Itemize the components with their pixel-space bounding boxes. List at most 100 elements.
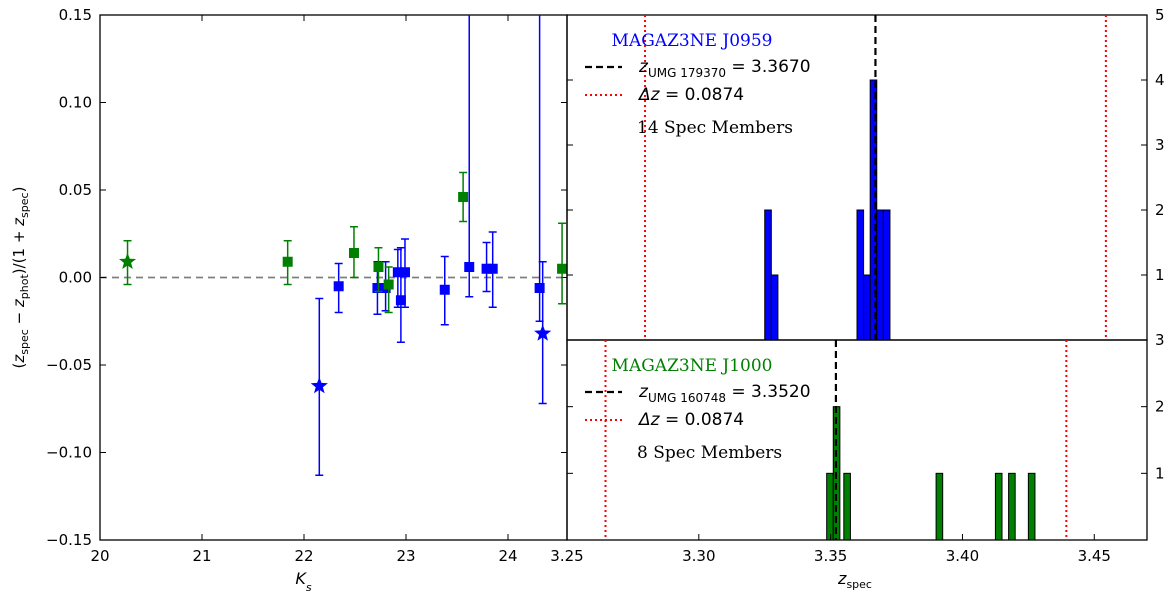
data-point <box>464 15 475 298</box>
data-point <box>333 262 344 314</box>
histogram-bar <box>994 472 1003 540</box>
square-marker <box>439 284 450 295</box>
hist-content <box>604 340 1068 540</box>
data-point <box>592 255 602 308</box>
histogram-bar <box>826 472 834 540</box>
y-axis-label-part: )/(1 + <box>10 226 28 274</box>
y-axis-label-part: phot <box>18 274 31 300</box>
x-tick-label: 22 <box>294 547 313 565</box>
data-point <box>348 226 359 279</box>
histogram-bar <box>863 274 871 340</box>
legend-value: = 0.0874 <box>660 410 745 430</box>
y-tick-label: −0.10 <box>46 444 92 462</box>
x-tick-label: 21 <box>192 547 211 565</box>
x-tick-label: 20 <box>90 547 109 565</box>
y-tick-label: −0.05 <box>46 356 92 374</box>
y-tick-label: 1 <box>1155 266 1165 284</box>
x-tick-label: 23 <box>396 547 415 565</box>
y-axis-label-part: ) <box>10 187 28 193</box>
square-marker <box>481 263 492 274</box>
data-point <box>439 255 450 326</box>
data-point <box>534 261 552 405</box>
histogram-j1000-panel: 1 2 3 MAGAZ3NE J1000 zUMG 160748 = 3.3520 Δz … <box>550 331 1164 591</box>
y-tick-label: 3 <box>1155 331 1165 349</box>
legend-label: Δz = 0.0874 <box>637 85 744 105</box>
data-point <box>383 266 394 314</box>
spec-members-label: 14 Spec Members <box>637 118 793 138</box>
data-point <box>310 297 328 476</box>
data-point <box>458 171 469 223</box>
y-tick-label: 2 <box>1155 398 1165 416</box>
y-tick-label: 0.00 <box>59 269 92 287</box>
legend-value: = 3.3520 <box>726 382 811 402</box>
y-axis-label-part: z <box>10 298 28 308</box>
square-marker <box>557 263 567 274</box>
square-marker <box>373 262 384 272</box>
y-axis-label-part: spec <box>18 329 31 355</box>
legend-symbol: z <box>638 382 649 402</box>
histogram-j0959-panel: 1 2 3 4 5 MAGAZ3NE J0959 zUMG 179370 = 3.3670 Δ… <box>566 6 1165 341</box>
x-tick-label: 3.35 <box>814 547 847 565</box>
panel-title: MAGAZ3NE J0959 <box>612 31 773 51</box>
y-axis-label-part: spec <box>18 192 31 218</box>
legend-value: = 3.3670 <box>726 57 811 77</box>
data-point <box>119 240 137 286</box>
y-axis-label-part: z <box>10 217 28 227</box>
square-marker <box>392 267 403 278</box>
x-axis-label: zspec <box>837 569 872 591</box>
square-marker <box>592 278 602 288</box>
data-point <box>557 222 567 305</box>
square-marker <box>399 267 410 278</box>
y-tick-label: 0.05 <box>59 181 92 199</box>
legend-symbol: z <box>638 57 649 77</box>
y-tick-label: 0.10 <box>59 94 92 112</box>
histogram-bar <box>935 472 944 540</box>
x-tick-label: 3.45 <box>1078 547 1111 565</box>
y-tick-label: −0.15 <box>46 531 92 549</box>
y-tick-label: 0.15 <box>59 6 92 24</box>
legend-label: zUMG 179370 = 3.3670 <box>638 57 811 80</box>
panel-frame <box>566 339 1148 541</box>
data-point <box>373 247 384 293</box>
square-marker <box>372 283 383 293</box>
square-marker <box>458 192 469 202</box>
histogram-bar <box>843 472 851 540</box>
x-tick-label: 3.40 <box>946 547 979 565</box>
legend-symbol: Δz <box>637 410 661 430</box>
square-marker <box>395 295 406 306</box>
histogram-bar <box>856 209 865 340</box>
y-tick-label: 5 <box>1155 6 1165 24</box>
star-marker <box>119 252 137 269</box>
legend-label: Δz = 0.0874 <box>637 410 744 430</box>
histogram-bar <box>764 209 772 340</box>
y-axis-label: (zspec​ − zphot​)/(1 + zspec​) <box>10 187 31 369</box>
legend-subscript: UMG 179370 <box>648 66 726 80</box>
y-axis-label-part: z <box>10 354 28 364</box>
y-tick-label: 1 <box>1155 464 1165 482</box>
x-tick-label: 24 <box>498 547 517 565</box>
hist-content <box>644 15 1107 340</box>
x-axis-label-subscript: spec <box>846 578 872 591</box>
x-tick-label: 3.25 <box>550 547 583 565</box>
square-marker <box>333 281 344 292</box>
histogram-bar <box>876 209 884 340</box>
square-marker <box>487 263 498 274</box>
y-tick-label: 4 <box>1155 71 1165 89</box>
data-points <box>119 15 602 476</box>
data-point <box>399 238 410 308</box>
histogram-bar <box>770 274 779 340</box>
legend-label: zUMG 160748 = 3.3520 <box>638 382 811 405</box>
y-tick-label: 3 <box>1155 136 1165 154</box>
star-marker <box>534 324 552 341</box>
data-point <box>395 247 406 343</box>
histogram-bar <box>1008 472 1016 540</box>
histogram-bar <box>882 209 891 340</box>
panel-title: MAGAZ3NE J1000 <box>612 356 773 376</box>
spec-members-label: 8 Spec Members <box>637 443 782 463</box>
legend-value: = 0.0874 <box>660 85 745 105</box>
data-point <box>481 241 492 293</box>
y-tick-label: 2 <box>1155 201 1165 219</box>
data-point <box>282 240 293 286</box>
residual-scatter-panel: −0.15 −0.10 −0.05 0.00 0.05 0.10 0.15 20 21 22 23 2… <box>10 6 602 594</box>
